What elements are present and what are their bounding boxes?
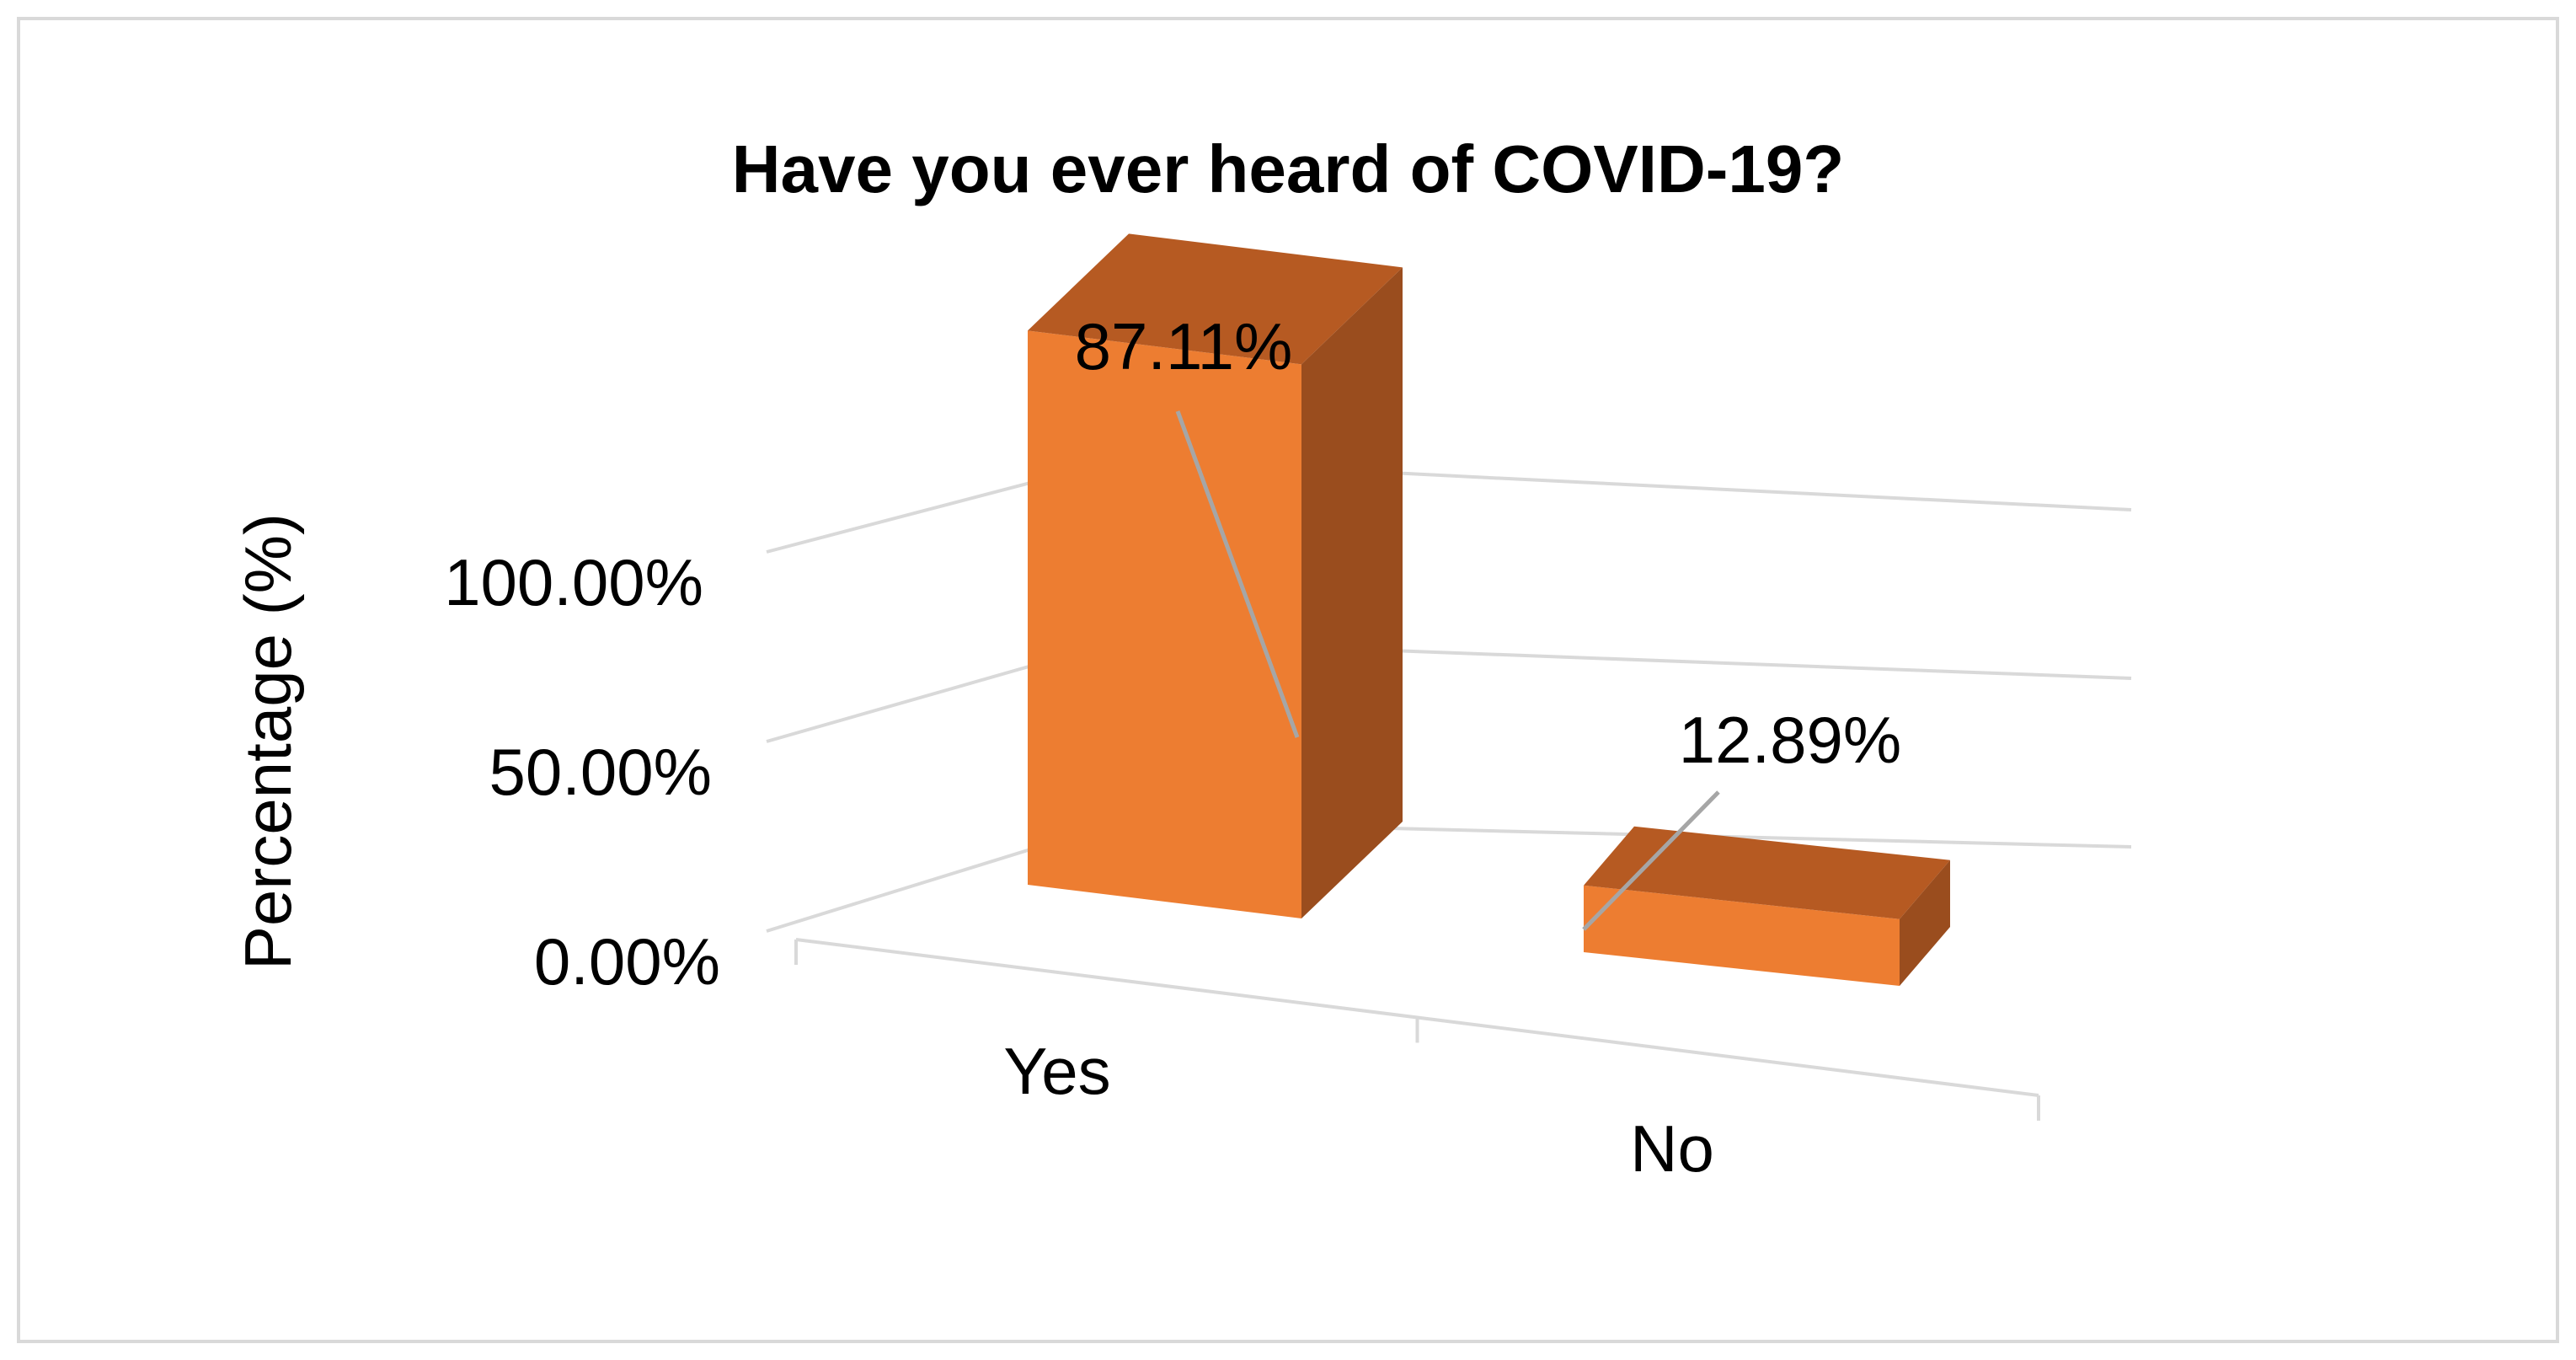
bar — [1028, 233, 1403, 919]
leader-line — [1582, 790, 1720, 931]
y-tick-labels: 0.00% 50.00% 100.00% — [444, 545, 720, 999]
bar — [1584, 826, 1950, 986]
y-axis-title: Percentage (%) — [231, 513, 305, 970]
x-tick-label: No — [1630, 1111, 1714, 1186]
data-label: 87.11% — [1075, 309, 1293, 383]
bar-front-face — [1584, 885, 1900, 986]
y-tick-label: 50.00% — [489, 735, 712, 809]
bars — [1028, 233, 1950, 986]
bar-top-face — [1584, 826, 1950, 919]
x-tick-labels: Yes No — [1003, 1034, 1713, 1186]
y-tick-label: 0.00% — [534, 924, 720, 999]
data-label: 12.89% — [1679, 703, 1902, 777]
data-labels: 87.11% 12.89% — [1075, 309, 1902, 931]
bar-top-face — [1028, 233, 1403, 365]
chart-title: Have you ever heard of COVID-19? — [732, 131, 1844, 206]
bar-side-face — [1301, 267, 1403, 919]
bar-front-face — [1028, 330, 1301, 919]
leader-line — [1175, 410, 1300, 738]
bar-side-face — [1900, 859, 1950, 986]
y-tick-label: 100.00% — [444, 545, 703, 619]
x-tick-label: Yes — [1003, 1034, 1110, 1108]
x-axis — [794, 938, 2040, 1121]
